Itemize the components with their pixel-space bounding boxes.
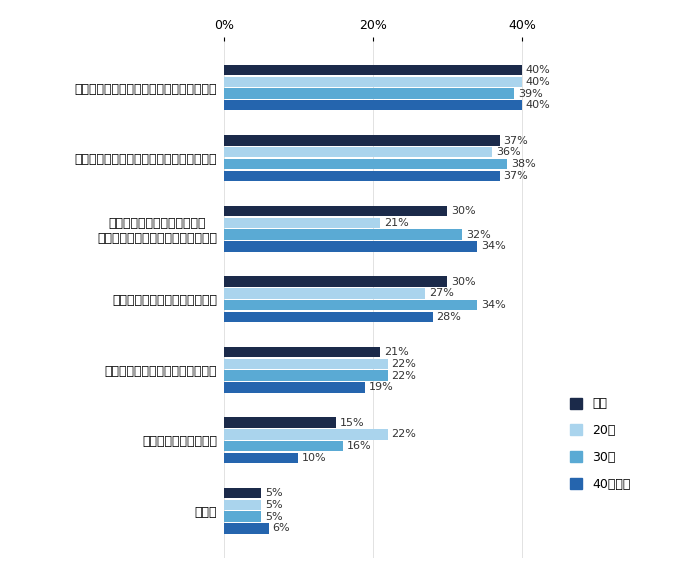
Text: 16%: 16% — [347, 441, 372, 451]
Bar — [224, 135, 500, 146]
Bar — [224, 429, 388, 440]
Bar — [224, 417, 336, 428]
Bar — [224, 500, 261, 510]
Bar — [224, 358, 388, 369]
Text: 28%: 28% — [436, 312, 461, 322]
Bar — [224, 77, 522, 87]
Bar — [224, 371, 388, 381]
Bar — [224, 453, 298, 463]
Text: 30%: 30% — [451, 206, 476, 216]
Text: 15%: 15% — [340, 418, 364, 428]
Text: 21%: 21% — [384, 218, 409, 228]
Text: 38%: 38% — [511, 159, 536, 169]
Bar — [224, 277, 447, 287]
Text: 32%: 32% — [466, 229, 491, 239]
Text: 37%: 37% — [503, 135, 528, 146]
Bar — [224, 511, 261, 522]
Bar — [224, 65, 522, 75]
Text: 37%: 37% — [503, 171, 528, 181]
Text: 34%: 34% — [481, 241, 505, 252]
Bar — [224, 218, 380, 228]
Text: 19%: 19% — [369, 382, 394, 392]
Bar — [224, 206, 447, 216]
Text: 22%: 22% — [391, 429, 416, 439]
Bar — [224, 382, 365, 393]
Bar — [224, 100, 522, 110]
Text: 22%: 22% — [391, 359, 416, 369]
Text: 36%: 36% — [496, 148, 520, 157]
Bar — [224, 171, 500, 181]
Text: 6%: 6% — [272, 523, 290, 533]
Bar — [224, 88, 514, 99]
Text: 5%: 5% — [265, 500, 283, 510]
Text: 5%: 5% — [265, 488, 283, 498]
Text: 30%: 30% — [451, 277, 476, 286]
Bar — [224, 159, 507, 169]
Legend: 全体, 20代, 30代, 40代以上: 全体, 20代, 30代, 40代以上 — [570, 397, 631, 490]
Text: 22%: 22% — [391, 371, 416, 381]
Text: 40%: 40% — [526, 101, 550, 110]
Text: 40%: 40% — [526, 77, 550, 87]
Bar — [224, 347, 380, 357]
Bar — [224, 229, 462, 240]
Text: 34%: 34% — [481, 300, 505, 310]
Text: 5%: 5% — [265, 512, 283, 522]
Bar — [224, 311, 433, 322]
Bar — [224, 147, 492, 157]
Bar — [224, 441, 343, 451]
Text: 40%: 40% — [526, 65, 550, 75]
Bar — [224, 488, 261, 498]
Bar — [224, 288, 425, 299]
Bar — [224, 523, 269, 533]
Text: 39%: 39% — [518, 88, 543, 99]
Bar — [224, 241, 477, 252]
Bar — [224, 300, 477, 310]
Text: 10%: 10% — [302, 453, 327, 463]
Text: 21%: 21% — [384, 347, 409, 357]
Text: 27%: 27% — [429, 288, 454, 298]
